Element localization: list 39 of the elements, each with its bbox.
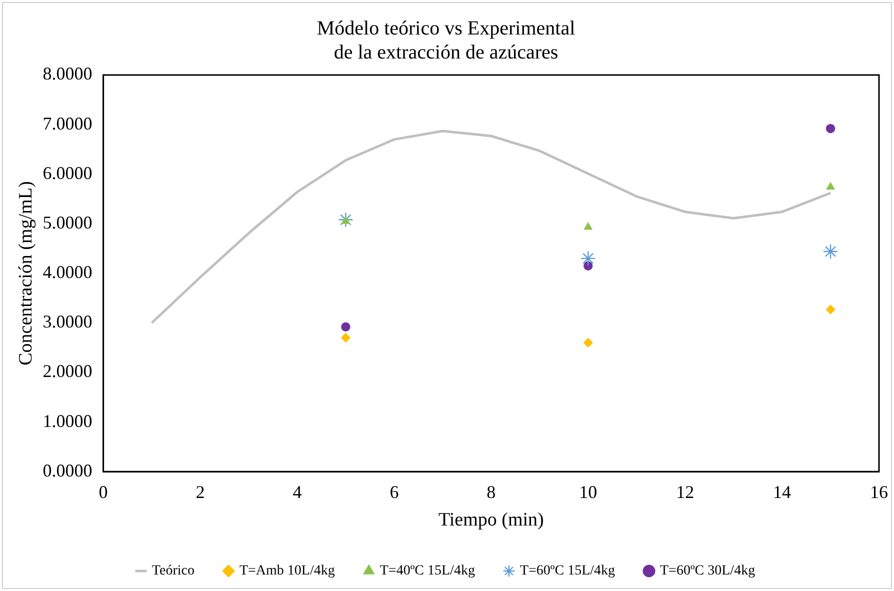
point	[826, 304, 836, 314]
y-tick-label: 6.0000	[42, 162, 92, 183]
y-tick-label: 0.0000	[42, 460, 92, 480]
y-tick-label: 8.0000	[42, 64, 92, 84]
y-axis-title: Concentración (mg/mL)	[15, 181, 36, 366]
legend-label: T=Amb 10L/4kg	[239, 564, 335, 579]
y-tick-label: 7.0000	[42, 113, 92, 134]
text: de la extracción de azúcares	[334, 41, 558, 64]
point	[341, 322, 350, 332]
point	[826, 124, 836, 134]
legend-label: T=60ºC 15L/4kg	[520, 564, 616, 579]
x-tick-label: 16	[870, 482, 888, 502]
point	[822, 244, 838, 260]
x-tick-label: 4	[292, 482, 302, 502]
legend-label: Teórico	[152, 564, 194, 579]
x-tick-label: 10	[579, 482, 598, 502]
x-tick-label: 14	[773, 482, 792, 502]
point	[826, 182, 835, 190]
x-tick-label: 12	[676, 482, 694, 502]
y-tick-label: 3.0000	[42, 312, 92, 332]
point	[584, 338, 593, 348]
y-tick-label: 2.0000	[42, 361, 92, 382]
x-tick-label: 6	[390, 482, 399, 502]
x-tick-label: 0	[98, 482, 108, 502]
x-tick-label: 2	[196, 482, 205, 502]
text: Módelo teórico vs Experimental	[316, 17, 576, 40]
y-tick-label: 1.0000	[42, 410, 92, 431]
legend-label: T=60ºC 30L/4kg	[660, 564, 756, 579]
point	[584, 222, 592, 230]
y-tick-label: 5.0000	[42, 212, 92, 232]
point	[341, 333, 350, 342]
x-tick-label: 8	[486, 482, 496, 502]
y-tick-label: 4.0000	[42, 262, 92, 282]
point	[580, 250, 596, 266]
point	[338, 212, 354, 228]
x-axis-title: Tiempo (min)	[438, 510, 544, 531]
point	[584, 261, 593, 270]
point	[342, 216, 350, 224]
legend-label: T=40ºC 15L/4kg	[380, 564, 475, 579]
